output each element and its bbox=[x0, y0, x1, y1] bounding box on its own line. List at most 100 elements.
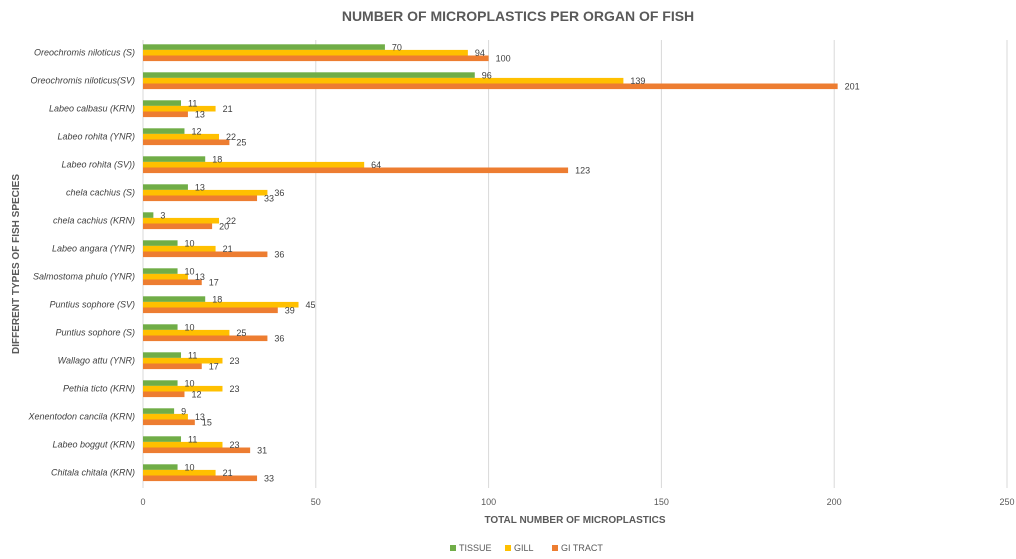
bar bbox=[143, 139, 230, 146]
category-label: Puntius sophore (S) bbox=[55, 328, 135, 338]
bar bbox=[143, 279, 202, 286]
legend-swatch bbox=[450, 545, 456, 551]
data-label: 13 bbox=[195, 272, 205, 282]
bar bbox=[143, 335, 268, 342]
bar bbox=[143, 436, 182, 442]
data-label: 10 bbox=[185, 266, 195, 276]
category-labels: Oreochromis niloticus (S) Oreochromis nil… bbox=[27, 48, 135, 478]
data-label: 10 bbox=[185, 322, 195, 332]
data-label: 11 bbox=[188, 98, 197, 108]
category-label: chela cachius (S) bbox=[66, 188, 135, 198]
data-label: 12 bbox=[191, 126, 201, 136]
bar bbox=[143, 352, 182, 358]
data-label: 36 bbox=[274, 334, 284, 344]
data-label: 11 bbox=[188, 434, 197, 444]
data-label: 139 bbox=[630, 76, 645, 86]
x-tick-label: 150 bbox=[654, 497, 669, 507]
bar bbox=[143, 167, 569, 174]
data-label: 12 bbox=[191, 390, 201, 400]
category-label: Labeo angara (YNR) bbox=[52, 244, 135, 254]
category-label: Puntius sophore (SV) bbox=[49, 300, 135, 310]
bar bbox=[143, 83, 838, 90]
data-label: 10 bbox=[185, 238, 195, 248]
bar bbox=[143, 161, 365, 168]
data-label: 25 bbox=[236, 328, 246, 338]
bar bbox=[143, 363, 202, 370]
category-label: Labeo rohita (SV)) bbox=[61, 160, 135, 170]
data-label: 17 bbox=[209, 278, 219, 288]
bar bbox=[143, 55, 489, 62]
data-label: 123 bbox=[575, 166, 590, 176]
bar bbox=[143, 329, 230, 336]
bar bbox=[143, 447, 251, 454]
data-label: 23 bbox=[229, 356, 239, 366]
category-label: Oreochromis niloticus(SV) bbox=[30, 76, 135, 86]
data-label: 21 bbox=[223, 244, 233, 254]
legend: TISSUE GILL GI TRACT bbox=[450, 543, 603, 553]
data-label: 45 bbox=[306, 300, 316, 310]
bar bbox=[143, 212, 154, 218]
data-label: 94 bbox=[475, 48, 485, 58]
data-label: 21 bbox=[223, 468, 233, 478]
legend-swatch bbox=[505, 545, 511, 551]
bar bbox=[143, 419, 195, 426]
x-tick-label: 250 bbox=[999, 497, 1014, 507]
data-label: 36 bbox=[274, 250, 284, 260]
x-tick-label: 50 bbox=[311, 497, 321, 507]
data-label: 25 bbox=[236, 138, 246, 148]
data-label: 13 bbox=[195, 412, 205, 422]
category-label: Labeo rohita (YNR) bbox=[57, 132, 135, 142]
bar bbox=[143, 273, 188, 280]
data-label: 15 bbox=[202, 418, 212, 428]
data-label: 33 bbox=[264, 474, 274, 484]
data-label: 11 bbox=[188, 350, 197, 360]
bar bbox=[143, 184, 188, 190]
legend-swatch bbox=[552, 545, 558, 551]
x-axis-title: TOTAL NUMBER OF MICROPLASTICS bbox=[484, 515, 665, 526]
bar bbox=[143, 464, 178, 470]
data-label: 96 bbox=[482, 70, 492, 80]
bar bbox=[143, 111, 188, 118]
bar bbox=[143, 413, 188, 420]
bar bbox=[143, 357, 223, 364]
data-label: 13 bbox=[195, 110, 205, 120]
data-label: 39 bbox=[285, 306, 295, 316]
category-label: Salmostoma phulo (YNR) bbox=[33, 272, 135, 282]
data-label: 33 bbox=[264, 194, 274, 204]
data-label: 22 bbox=[226, 216, 236, 226]
gridlines bbox=[142, 40, 1008, 488]
data-label: 201 bbox=[845, 82, 860, 92]
category-label: Labeo boggut (KRN) bbox=[52, 440, 135, 450]
category-label: Chitala chitala (KRN) bbox=[51, 468, 135, 478]
data-label: 23 bbox=[229, 384, 239, 394]
x-tick-labels: 0 50 100 150 200 250 bbox=[140, 497, 1014, 507]
data-label: 70 bbox=[392, 42, 402, 52]
bar bbox=[143, 268, 178, 274]
bar bbox=[143, 44, 385, 50]
data-label: 21 bbox=[223, 104, 233, 114]
data-label: 3 bbox=[160, 210, 165, 220]
bar bbox=[143, 251, 268, 258]
data-label: 10 bbox=[185, 462, 195, 472]
bar bbox=[143, 217, 220, 224]
bar bbox=[143, 223, 213, 230]
data-label: 22 bbox=[226, 132, 236, 142]
data-label: 13 bbox=[195, 182, 205, 192]
data-label: 36 bbox=[274, 188, 284, 198]
x-tick-label: 100 bbox=[481, 497, 496, 507]
category-label: Oreochromis niloticus (S) bbox=[34, 48, 135, 58]
category-label: Xenentodon cancila (KRN) bbox=[27, 412, 135, 422]
data-label: 18 bbox=[212, 294, 222, 304]
bar bbox=[143, 301, 299, 308]
bar bbox=[143, 324, 178, 330]
bar bbox=[143, 105, 216, 112]
bar bbox=[143, 100, 182, 106]
bar bbox=[143, 240, 178, 246]
bar bbox=[143, 49, 468, 56]
legend-label: GILL bbox=[514, 543, 534, 553]
data-label: 23 bbox=[229, 440, 239, 450]
data-labels: 7094100961392011121131222251864123133633… bbox=[160, 42, 859, 483]
bar bbox=[143, 133, 220, 140]
legend-label: TISSUE bbox=[459, 543, 492, 553]
